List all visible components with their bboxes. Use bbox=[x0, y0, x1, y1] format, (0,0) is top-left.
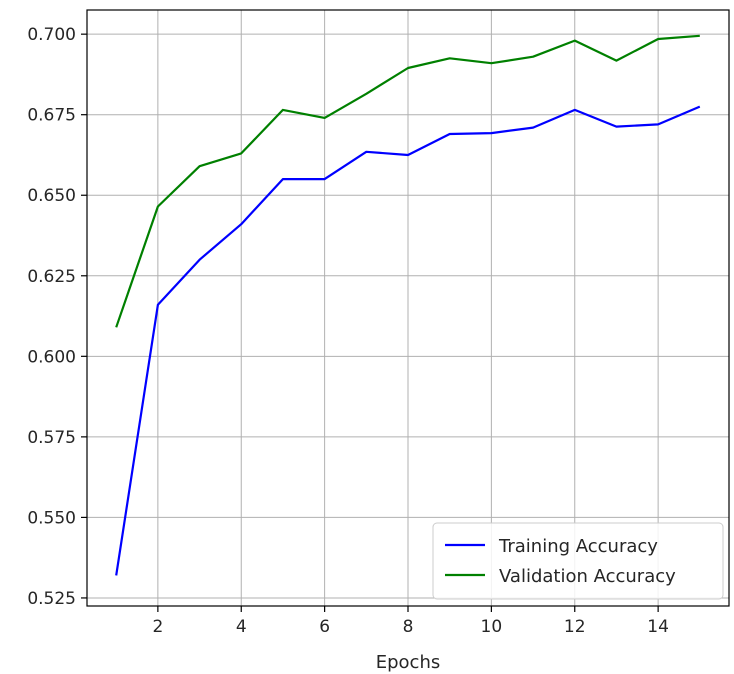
x-tick-label: 12 bbox=[564, 617, 586, 637]
legend-entry-label: Training Accuracy bbox=[498, 536, 658, 557]
x-tick-label: 10 bbox=[481, 617, 503, 637]
y-tick-label: 0.525 bbox=[27, 589, 76, 609]
x-axis-label: Epochs bbox=[376, 652, 441, 673]
y-tick-label: 0.550 bbox=[27, 508, 76, 528]
legend-box bbox=[432, 522, 724, 600]
y-tick-label: 0.600 bbox=[27, 347, 76, 367]
y-tick-label: 0.625 bbox=[27, 267, 76, 287]
x-tick-label: 2 bbox=[152, 617, 163, 637]
series-line-validation-accuracy bbox=[115, 34, 700, 328]
y-tick-label: 0.575 bbox=[27, 428, 76, 448]
y-tick-label: 0.675 bbox=[27, 106, 76, 126]
y-tick-label: 0.650 bbox=[27, 186, 76, 206]
x-axis-ticks: 2 4 6 8 10 12 14 bbox=[152, 606, 669, 637]
y-axis-ticks: 0.525 0.550 0.575 0.600 0.625 0.650 0.675 0.700 bbox=[27, 25, 87, 609]
legend: Training Accuracy Validation Accuracy bbox=[432, 522, 724, 600]
series-lines bbox=[115, 34, 701, 576]
y-tick-label: 0.700 bbox=[27, 25, 76, 45]
x-tick-label: 8 bbox=[403, 617, 414, 637]
grid-lines bbox=[87, 10, 729, 606]
series-line-training-accuracy bbox=[115, 105, 701, 576]
x-tick-label: 6 bbox=[319, 617, 330, 637]
x-tick-label: 4 bbox=[236, 617, 247, 637]
legend-entry-label: Validation Accuracy bbox=[499, 566, 676, 587]
x-tick-label: 14 bbox=[647, 617, 669, 637]
